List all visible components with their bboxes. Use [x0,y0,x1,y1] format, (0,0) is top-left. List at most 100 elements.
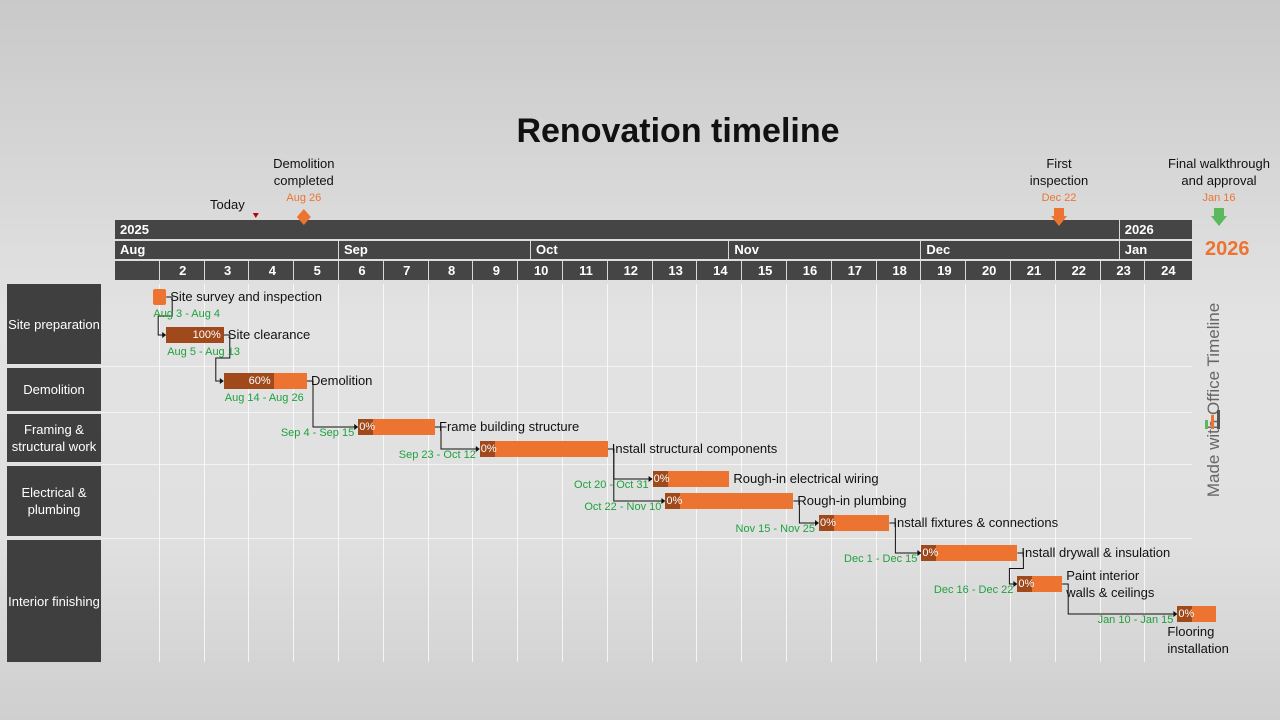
week-separator [293,261,295,280]
month-separator [920,241,922,259]
week-separator [875,261,877,280]
task-name: Site clearance [227,327,311,342]
week-gridline [293,284,295,662]
task-bar [921,545,1018,561]
week-label: 20 [981,263,997,278]
task-percent: 0% [666,495,683,507]
task-progress [652,471,668,487]
week-gridline [1010,284,1011,662]
swimlane-separator [101,538,1192,539]
month-label: Dec [926,242,951,257]
dependency-arrow-icon [1013,581,1018,587]
month-separator [728,241,730,259]
task-percent: 0% [480,443,497,455]
week-gridline [875,284,877,662]
swimlane-separator [101,366,1192,367]
milestone-label: Demolition completed [273,156,335,188]
week-label: 12 [623,263,639,278]
week-separator [741,261,743,280]
week-gridline [158,284,160,662]
week-separator [203,261,205,280]
week-gridline [920,284,922,662]
week-gridline [562,284,563,662]
milestone-date: Aug 26 [286,192,322,204]
dependency-arrow-icon [219,378,224,384]
swimlane-label: Site preparation [7,284,101,364]
dependency-arrow-icon [475,446,480,452]
task-progress [166,327,224,343]
week-separator [1054,261,1056,280]
year-separator [1118,220,1120,239]
week-separator [562,261,563,280]
week-separator [786,261,787,280]
task-percent: 0% [1018,578,1035,590]
week-gridline [338,284,339,662]
task-bar [665,493,794,509]
week-gridline [382,284,384,662]
dependency-connector [607,448,665,502]
task-percent: 0% [820,517,836,529]
today-label: Today [210,197,245,212]
task-dates: Oct 22 - Nov 10 [584,501,662,513]
dependency-connector [793,500,818,524]
week-gridline [248,284,250,662]
week-separator [1010,261,1011,280]
week-label: 3 [223,263,232,278]
week-gridline [786,284,787,662]
week-separator [472,261,474,280]
dependency-arrow-icon [815,520,819,526]
month-label: Nov [734,242,759,257]
dependency-connector [157,296,173,336]
dependency-arrow-icon [648,476,653,482]
milestone-arrow-icon [1211,208,1227,226]
week-separator [920,261,922,280]
week-gridline [741,284,743,662]
month-label: Jan [1124,242,1148,257]
task-dates: Dec 16 - Dec 22 [933,584,1014,596]
task-dates: Aug 5 - Aug 13 [167,346,240,358]
week-label: 10 [533,263,549,278]
month-label: Aug [120,242,146,257]
dependency-arrow-icon [661,498,666,504]
week-gridline [965,284,967,662]
week-label: 8 [447,263,456,278]
task-name: Flooring installation [1167,624,1229,656]
task-progress [358,419,374,435]
week-separator [158,261,160,280]
week-gridline [203,284,205,662]
milestone-date: Jan 16 [1202,192,1236,204]
task-dates: Oct 20 - Oct 31 [574,479,649,491]
task-dates: Sep 4 - Sep 15 [280,427,355,439]
dependency-connector [435,426,479,450]
task-percent: 0% [653,473,670,485]
week-separator [517,261,519,280]
today-pointer-icon [252,213,259,218]
week-label: 14 [713,263,728,278]
week-gridline [606,284,608,662]
week-separator [427,261,429,280]
task-percent: 0% [359,421,376,433]
task-progress [479,441,495,457]
week-separator [606,261,608,280]
milestone-diamond-icon [296,209,311,225]
week-gridline [830,284,832,662]
task-name: Install drywall & insulation [1021,545,1171,560]
dependency-connector [889,522,921,554]
task-progress [921,545,937,561]
task-percent: 0% [922,547,939,559]
week-band [115,261,1192,280]
week-gridline [651,284,653,662]
task-progress [819,515,834,531]
week-label: 22 [1071,263,1087,278]
milestone-label: First inspection [1029,156,1089,188]
week-separator [248,261,250,280]
week-label: 23 [1116,263,1131,278]
task-name: Rough-in electrical wiring [733,471,879,486]
dependency-arrow-icon [1173,611,1178,617]
year-label: 2026 [1124,222,1154,237]
task-dates: Jan 10 - Jan 15 [1097,614,1174,626]
week-label: 18 [892,263,907,278]
year-band [115,220,1192,239]
dependency-arrow-icon [354,424,359,430]
milestone-date: Dec 22 [1041,192,1077,204]
